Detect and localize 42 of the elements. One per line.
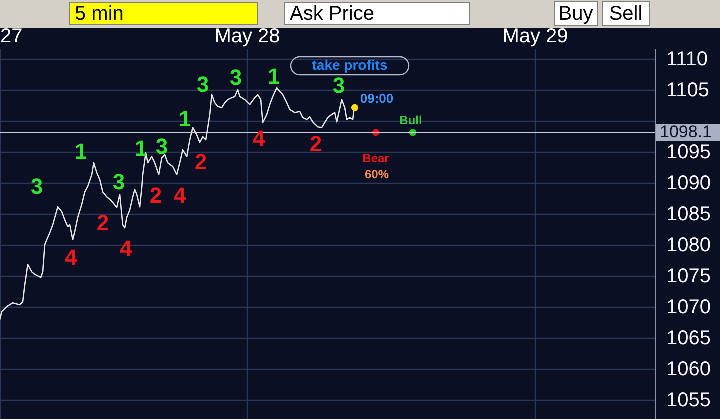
y-tick-label: 1110	[666, 48, 708, 70]
x-tick-label: May 28	[214, 26, 280, 48]
y-tick-label: 1095	[666, 141, 711, 164]
y-tick-label: 1075	[666, 265, 711, 288]
y-tick-label: 1090	[666, 172, 711, 194]
y-tick-label: 1085	[666, 203, 711, 226]
text: Sell	[609, 3, 643, 25]
annotation: 3	[196, 72, 210, 97]
annotation: 2	[194, 150, 208, 175]
annotation: 4	[252, 126, 266, 151]
annotation: Bull	[400, 114, 422, 128]
annotation: Bear	[362, 152, 390, 166]
text: Buy	[558, 3, 594, 25]
annotation: 3	[112, 170, 126, 195]
annotation: 09:00	[360, 90, 394, 106]
annotation: 3	[30, 174, 44, 199]
annotation: 2	[96, 210, 110, 236]
text: Ask Price	[290, 3, 374, 25]
annotation: 1	[178, 106, 192, 132]
annotation: 2	[310, 132, 322, 157]
y-tick-label: 1060	[666, 358, 711, 380]
annotation: 4	[120, 236, 133, 262]
annotation: 3	[230, 64, 242, 90]
ref-line-label: 1098.1	[660, 122, 712, 142]
annotation: 1	[134, 136, 148, 162]
annotation: 3	[156, 134, 168, 159]
annotation: 60%	[364, 168, 390, 182]
annotation: 1	[74, 139, 88, 164]
x-tick-label: May 29	[502, 26, 568, 48]
annotation: 4	[64, 244, 78, 270]
annotation: take profits	[312, 57, 388, 73]
y-tick-label: 1080	[666, 234, 711, 256]
annotation: 1	[268, 64, 280, 90]
annotation: 3	[332, 72, 346, 98]
annotation: 2	[150, 182, 162, 208]
text: 5 min	[75, 3, 124, 25]
y-tick-label: 1065	[666, 327, 711, 350]
y-tick-label: 1070	[666, 296, 711, 318]
y-tick-label: 1105	[666, 79, 710, 102]
y-tick-label: 1055	[666, 389, 711, 412]
annotation: 4	[174, 182, 187, 208]
x-tick-label: 27	[0, 26, 23, 48]
